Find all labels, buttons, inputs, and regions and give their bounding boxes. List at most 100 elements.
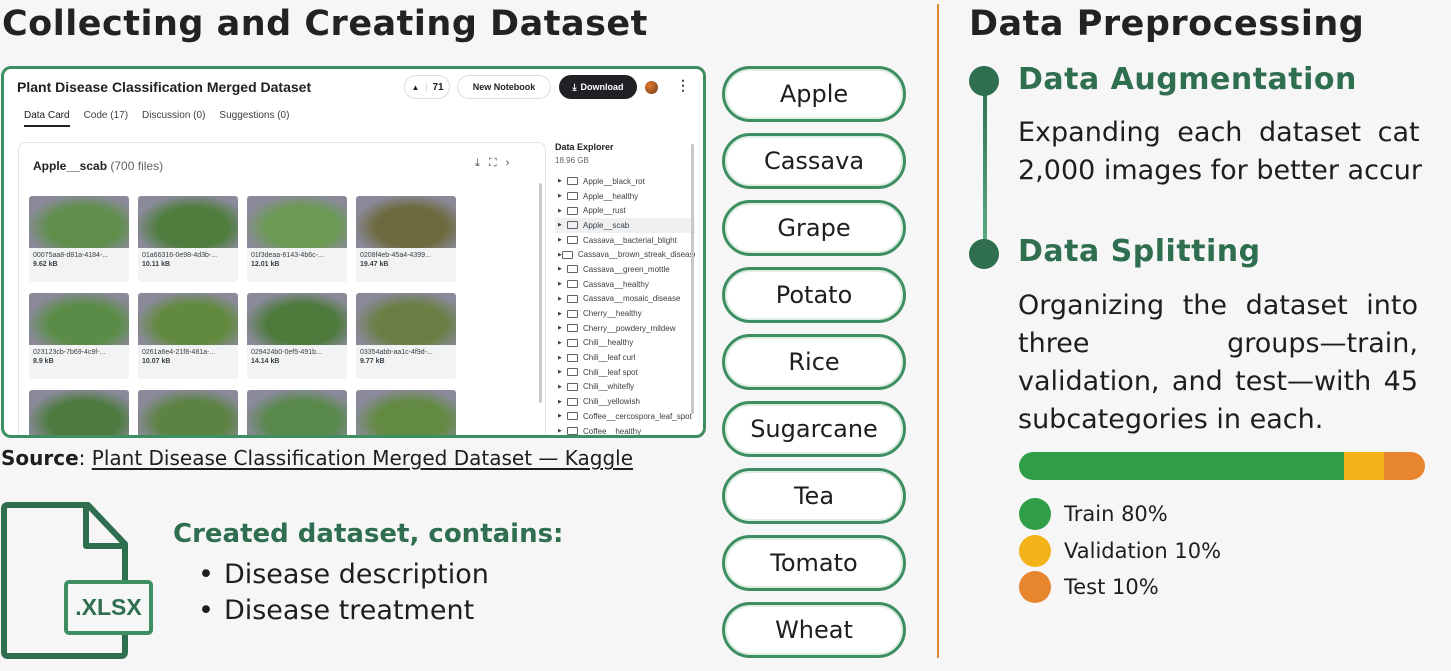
tab-suggestions[interactable]: Suggestions (0) [219, 110, 290, 121]
legend-dot [1019, 571, 1051, 604]
explorer-scrollbar[interactable] [691, 144, 694, 414]
folder-label: Cassava__mosaic_disease [583, 294, 681, 304]
crop-pill: Apple [722, 66, 906, 122]
explorer-folder[interactable]: ▶ Cassava__brown_streak_disease [555, 247, 695, 262]
expand-icon[interactable]: ▶ [558, 310, 562, 317]
xlsx-badge: .XLSX [64, 580, 153, 635]
split-segment [1384, 452, 1425, 480]
file-name: 029424b0-0ef5-491b... [251, 349, 322, 356]
explorer-folder[interactable]: ▶ Chili__whitefly [555, 380, 695, 395]
explorer-folder[interactable]: ▶ Chili__healthy [555, 336, 695, 351]
new-notebook-button[interactable]: New Notebook [457, 75, 551, 99]
explorer-folder[interactable]: ▶ Cassava__mosaic_disease [555, 292, 695, 307]
split-segment [1343, 452, 1385, 480]
expand-icon[interactable]: ▶ [558, 428, 562, 435]
image-thumbnail[interactable] [29, 390, 129, 435]
explorer-folder[interactable]: ▶ Cherry__healthy [555, 306, 695, 321]
explorer-folder[interactable]: ▶ Apple__black_rot [555, 174, 695, 189]
folder-label: Cassava__brown_streak_disease [577, 250, 695, 260]
legend-item: Train 80% [1019, 496, 1221, 533]
legend-dot [1019, 498, 1051, 531]
image-thumbnail[interactable]: 0261a6e4-21f8-481a-... 10.07 kB [138, 293, 238, 379]
folder-icon [567, 338, 578, 347]
expand-icon[interactable]: ▶ [558, 178, 562, 185]
image-thumbnail[interactable] [247, 390, 347, 435]
crop-pill: Tea [722, 468, 906, 524]
image-thumbnail[interactable]: 029424b0-0ef5-491b... 14.14 kB [247, 293, 347, 379]
explorer-folder[interactable]: ▶ Coffee__healthy [555, 424, 695, 435]
explorer-folder[interactable]: ▶ Cassava__bacterial_blight [555, 233, 695, 248]
expand-icon[interactable]: ▶ [558, 193, 562, 200]
explorer-folder[interactable]: ▶ Cassava__healthy [555, 277, 695, 292]
download-icon[interactable]: ⤓ [475, 157, 480, 169]
image-thumbnail[interactable]: 01f3deaa-6143-4b6c-... 12.01 kB [247, 196, 347, 282]
upvote-icon: ▲ [405, 82, 427, 92]
folder-header: Apple__scab (700 files) [33, 159, 163, 173]
explorer-folder[interactable]: ▶ Chili__leaf spot [555, 365, 695, 380]
augmentation-line: 2,000 images for better accur [1018, 155, 1422, 186]
explorer-folder[interactable]: ▶ Chili__yellowish [555, 394, 695, 409]
image-thumbnail[interactable] [138, 390, 238, 435]
expand-icon[interactable]: ▶ [558, 207, 562, 214]
tab-discussion[interactable]: Discussion (0) [142, 110, 206, 121]
expand-icon[interactable]: ▶ [558, 295, 562, 302]
avatar[interactable] [645, 81, 658, 94]
image-thumbnail[interactable] [356, 390, 456, 435]
folder-icon [567, 280, 578, 289]
tab-data-card[interactable]: Data Card [24, 110, 70, 127]
split-bar [1019, 452, 1425, 480]
expand-icon[interactable]: ▶ [558, 222, 562, 229]
folder-label: Chili__leaf curl [583, 353, 636, 363]
image-thumbnail[interactable]: 023123cb-7b69-4c9f-... 8.9 kB [29, 293, 129, 379]
timeline-dot [969, 66, 999, 96]
folder-icon [567, 236, 578, 245]
crop-pill: Cassava [722, 133, 906, 189]
explorer-folder[interactable]: ▶ Coffee__cercospora_leaf_spot [555, 409, 695, 424]
folder-label: Cassava__bacterial_blight [583, 235, 677, 245]
folder-label: Apple__rust [583, 206, 626, 216]
image-thumbnail[interactable]: 00075aa8-d81a-4184-... 9.62 kB [29, 196, 129, 282]
explorer-folder[interactable]: ▶ Apple__scab [555, 218, 695, 233]
expand-icon[interactable]: ▶ [558, 237, 562, 244]
file-name: 023123cb-7b69-4c9f-... [33, 349, 106, 356]
explorer-folder[interactable]: ▶ Apple__rust [555, 203, 695, 218]
expand-icon[interactable]: ▶ [558, 383, 562, 390]
expand-icon[interactable]: ▶ [558, 354, 562, 361]
folder-icon [567, 368, 578, 377]
file-name: 0261a6e4-21f8-481a-... [142, 349, 216, 356]
folder-label: Cassava__healthy [583, 279, 649, 289]
expand-icon[interactable]: ▶ [558, 413, 562, 420]
image-thumbnail[interactable]: 01a66316-0e98-4d3b-... 10.11 kB [138, 196, 238, 282]
folder-label: Chili__whitefly [583, 382, 635, 392]
expand-icon[interactable]: ▶ [558, 325, 562, 332]
explorer-list: ▶ Apple__black_rot ▶ Apple__healthy ▶ Apple__… [555, 174, 695, 435]
file-size: 9.77 kB [360, 358, 385, 365]
image-thumbnail[interactable]: 03354abb-aa1c-4f9d-... 9.77 kB [356, 293, 456, 379]
tab-code[interactable]: Code (17) [83, 110, 129, 121]
scrollbar[interactable] [539, 183, 542, 403]
upvote-button[interactable]: ▲ 71 [404, 75, 450, 99]
more-options-icon[interactable]: ⋮ [676, 77, 690, 93]
timeline-line [983, 80, 987, 255]
section-title-dataset: Collecting and Creating Dataset [2, 4, 648, 44]
explorer-folder[interactable]: ▶ Apple__healthy [555, 189, 695, 204]
chevron-right-icon[interactable]: › [505, 157, 510, 169]
download-button[interactable]: ⤓ Download [559, 75, 637, 99]
explorer-size: 18.96 GB [555, 156, 589, 165]
explorer-folder[interactable]: ▶ Cassava__green_mottle [555, 262, 695, 277]
fullscreen-icon[interactable]: ⛶ [488, 157, 497, 169]
expand-icon[interactable]: ▶ [558, 251, 562, 258]
expand-icon[interactable]: ▶ [558, 398, 562, 405]
expand-icon[interactable]: ▶ [558, 369, 562, 376]
list-item: Disease description [198, 557, 489, 593]
explorer-folder[interactable]: ▶ Cherry__powdery_mildew [555, 321, 695, 336]
source-link[interactable]: Plant Disease Classification Merged Data… [91, 446, 634, 470]
image-thumbnail[interactable]: 0208f4eb-45a4-4399... 19.47 kB [356, 196, 456, 282]
expand-icon[interactable]: ▶ [558, 281, 562, 288]
folder-icon [567, 221, 578, 230]
expand-icon[interactable]: ▶ [558, 266, 562, 273]
expand-icon[interactable]: ▶ [558, 339, 562, 346]
folder-icon [567, 192, 578, 201]
legend-dot [1019, 534, 1051, 567]
explorer-folder[interactable]: ▶ Chili__leaf curl [555, 350, 695, 365]
